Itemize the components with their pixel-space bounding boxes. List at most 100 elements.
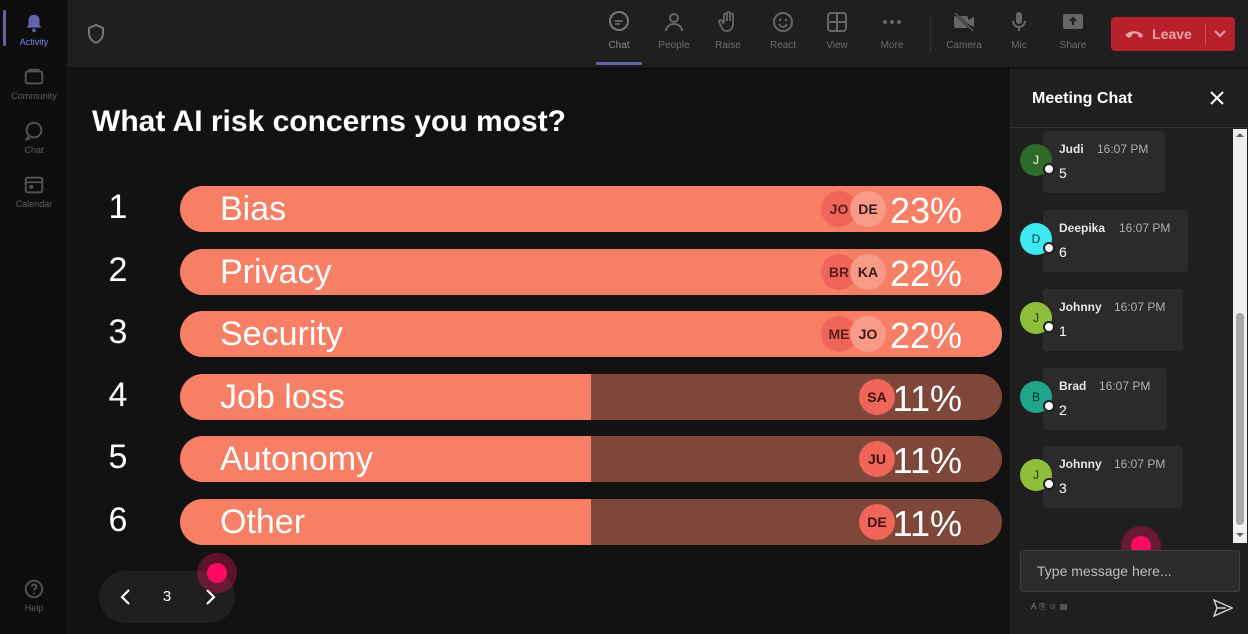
- presence-indicator: [1043, 242, 1055, 254]
- scroll-down-icon[interactable]: [1236, 531, 1244, 539]
- poll-rank: 4: [108, 376, 128, 414]
- poll-results-area: What AI risk concerns you most? 1 Bias 23%…: [68, 69, 1010, 634]
- sender-avatar[interactable]: J: [1020, 302, 1055, 334]
- chat-bubble-icon: [609, 11, 629, 31]
- chat-message-input[interactable]: [1020, 550, 1240, 592]
- rail-item-activity[interactable]: Activity: [0, 12, 68, 47]
- sender-avatar[interactable]: D: [1020, 223, 1055, 255]
- phone-hangup-icon: [1125, 31, 1144, 38]
- leave-divider: [1205, 23, 1206, 45]
- avatar-initial: J: [1033, 153, 1039, 167]
- toolbar-people-button[interactable]: People: [647, 10, 701, 51]
- toolbar-label: View: [826, 40, 848, 51]
- chat-message: Deepika 16:07 PM 6: [1043, 210, 1188, 272]
- emoji-icon[interactable]: ☺: [1048, 602, 1060, 611]
- toolbar-label: React: [769, 40, 797, 51]
- message-text: 5: [1059, 165, 1067, 181]
- presence-indicator: [1043, 400, 1055, 412]
- message-timestamp: 16:07 PM: [1119, 221, 1171, 235]
- message-timestamp: 16:07 PM: [1114, 300, 1166, 314]
- poll-option-bar: Bias 23% JO DE: [180, 186, 1002, 232]
- rail-item-calendar[interactable]: Calendar: [0, 174, 68, 209]
- voter-avatar: KA: [850, 254, 886, 290]
- toolbar-more-button[interactable]: More: [865, 10, 919, 51]
- calendar-icon: [24, 176, 44, 194]
- leave-main[interactable]: Leave: [1111, 17, 1205, 51]
- poll-rank: 6: [108, 501, 128, 539]
- poll-question: What AI risk concerns you most?: [92, 105, 566, 138]
- poll-option-label: Job loss: [220, 378, 345, 416]
- scrollbar-thumb[interactable]: [1236, 313, 1244, 525]
- poll-option-percent: 22%: [889, 315, 962, 356]
- poll-bar-fill: [180, 499, 591, 545]
- toolbar-separator: [930, 16, 931, 52]
- toolbar-mic-button[interactable]: Mic: [992, 10, 1046, 51]
- poll-option-percent: 11%: [892, 440, 962, 481]
- message-sender: Johnny: [1059, 457, 1102, 471]
- chat-divider: [1011, 127, 1248, 128]
- chevron-left-icon[interactable]: [115, 585, 137, 609]
- rail-item-help[interactable]: Help: [0, 578, 68, 613]
- message-timestamp: 16:07 PM: [1114, 457, 1166, 471]
- format-icon[interactable]: A: [1031, 602, 1040, 611]
- message-sender: Deepika: [1059, 221, 1106, 235]
- avatar-initial: B: [1031, 390, 1040, 404]
- toolbar-label: Chat: [608, 40, 630, 51]
- toolbar-react-button[interactable]: React: [756, 10, 810, 51]
- toolbar-camera-button[interactable]: Camera: [937, 10, 991, 51]
- message-timestamp: 16:07 PM: [1099, 379, 1151, 393]
- presence-indicator: [1043, 163, 1055, 175]
- voter-avatar: JU: [859, 441, 895, 477]
- poll-option-percent: 22%: [889, 253, 962, 294]
- voter-avatar: SA: [859, 379, 895, 415]
- voter-avatar: JO: [850, 316, 886, 352]
- cursor-click-indicator: [197, 553, 237, 593]
- toolbar-chat-button[interactable]: Chat: [592, 10, 646, 51]
- help-icon: [24, 579, 44, 599]
- avatar-initial: J: [1033, 468, 1039, 482]
- poll-option-bar: Job loss 11% SA: [180, 374, 1002, 420]
- scroll-up-icon[interactable]: [1236, 131, 1244, 139]
- rail-label: Chat: [24, 145, 44, 155]
- active-tab-indicator: [596, 62, 642, 65]
- chevron-right-icon[interactable]: [199, 585, 221, 609]
- chevron-down-icon[interactable]: [1211, 26, 1229, 42]
- toolbar-view-button[interactable]: View: [810, 10, 864, 51]
- rail-item-chat[interactable]: Chat: [0, 120, 68, 155]
- meeting-chat-panel: Meeting Chat Judi 16:07 PM 5 J Deepika 16:07 …: [1010, 69, 1248, 634]
- hand-icon: [718, 11, 734, 32]
- chat-message: Brad 16:07 PM 2: [1043, 368, 1167, 430]
- chat-message: Johnny 16:07 PM 1: [1043, 289, 1183, 351]
- left-rail: Activity Community Chat Calendar Help: [0, 0, 68, 634]
- people-icon: [665, 13, 683, 32]
- sender-avatar[interactable]: J: [1020, 459, 1055, 491]
- toolbar-label: Share: [1059, 40, 1087, 51]
- presence-indicator: [1043, 478, 1055, 490]
- close-icon[interactable]: [1208, 89, 1226, 107]
- chat-title: Meeting Chat: [1032, 90, 1133, 107]
- sender-avatar[interactable]: J: [1020, 144, 1055, 176]
- message-text: 2: [1059, 402, 1067, 418]
- leave-button[interactable]: Leave: [1111, 17, 1235, 51]
- ellipsis-icon: [883, 20, 901, 24]
- toolbar-share-button[interactable]: Share: [1046, 10, 1100, 51]
- poll-option-percent: 23%: [889, 190, 962, 231]
- shield-icon[interactable]: [87, 24, 105, 44]
- rail-item-community[interactable]: Community: [0, 66, 68, 101]
- avatar-initial: D: [1031, 232, 1041, 246]
- sender-avatar[interactable]: B: [1020, 381, 1055, 413]
- message-timestamp: 16:07 PM: [1097, 142, 1149, 156]
- page-number: 3: [162, 588, 172, 605]
- chat-scrollbar[interactable]: [1233, 129, 1247, 543]
- gif-icon[interactable]: ▤: [1059, 602, 1071, 611]
- send-icon[interactable]: [1213, 599, 1233, 617]
- poll-rank: 1: [108, 188, 128, 226]
- chat-message: Judi 16:07 PM 5: [1043, 131, 1165, 193]
- toolbar-raise-button[interactable]: Raise: [701, 10, 755, 51]
- poll-option-bar: Other 11% DE: [180, 499, 1002, 545]
- attach-icon[interactable]: ⎘: [1039, 602, 1049, 611]
- message-text: 1: [1059, 323, 1067, 339]
- bell-icon: [26, 14, 42, 33]
- toolbar-label: Mic: [1011, 40, 1027, 51]
- poll-option-label: Bias: [220, 190, 287, 228]
